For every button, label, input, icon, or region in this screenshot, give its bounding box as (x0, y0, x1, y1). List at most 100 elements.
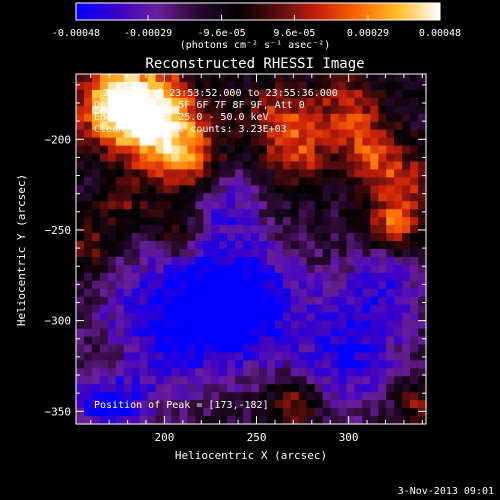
heatmap-cell (187, 177, 196, 186)
heatmap-cell (155, 408, 165, 417)
heatmap-cell (195, 113, 204, 123)
heatmap-cell (362, 89, 371, 99)
heatmap-cell (235, 81, 244, 91)
heatmap-cell (378, 256, 387, 266)
heatmap-cell (378, 201, 387, 210)
heatmap-cell (179, 312, 188, 322)
heatmap-cell (123, 400, 133, 409)
heatmap-cell (362, 193, 371, 202)
heatmap-cell (171, 416, 180, 425)
heatmap-cell (163, 296, 173, 306)
heatmap-cell (243, 169, 252, 178)
heatmap-cell (258, 121, 268, 131)
heatmap-cell (211, 185, 220, 194)
heatmap-cell (155, 392, 165, 401)
heatmap-cell (235, 145, 244, 155)
heatmap-cell (258, 256, 268, 266)
heatmap-cell (394, 201, 403, 210)
heatmap-cell (330, 320, 340, 330)
heatmap-cell (211, 320, 220, 330)
heatmap-cell (131, 129, 141, 139)
heatmap-cell (370, 384, 379, 393)
heatmap-cell (83, 177, 93, 186)
heatmap-cell (410, 193, 419, 202)
heatmap-cell (298, 328, 308, 338)
heatmap-cell (346, 368, 355, 377)
heatmap-cell (107, 209, 117, 218)
heatmap-cell (131, 113, 141, 123)
heatmap-cell (266, 376, 276, 385)
heatmap-cell (410, 249, 419, 258)
heatmap-cell (338, 161, 348, 171)
heatmap-cell (314, 233, 324, 242)
heatmap-cell (163, 408, 173, 417)
heatmap-cell (298, 177, 308, 186)
heatmap-cell (179, 177, 188, 186)
heatmap-cell (195, 217, 204, 226)
heatmap-cell (402, 416, 411, 425)
heatmap-cell (314, 288, 324, 298)
heatmap-cell (123, 201, 133, 210)
heatmap-cell (195, 280, 204, 290)
heatmap-cell (227, 225, 236, 234)
heatmap-cell (91, 177, 101, 186)
heatmap-cell (155, 74, 165, 83)
heatmap-cell (203, 169, 212, 178)
heatmap-cell (402, 336, 411, 346)
heatmap-cell (290, 256, 300, 266)
heatmap-cell (298, 81, 308, 91)
heatmap-cell (362, 169, 371, 178)
heatmap-cell (346, 177, 355, 186)
heatmap-cell (402, 185, 411, 194)
heatmap-cell (402, 320, 411, 330)
heatmap-cell (266, 344, 276, 353)
heatmap-cell (155, 328, 165, 338)
heatmap-cell (131, 121, 141, 131)
heatmap-cell (346, 209, 355, 218)
heatmap-cell (314, 392, 324, 401)
heatmap-cell (354, 169, 363, 178)
heatmap-cell (338, 280, 348, 290)
heatmap-cell (410, 296, 419, 306)
heatmap-cell (251, 384, 260, 393)
heatmap-cell (203, 201, 212, 210)
heatmap-cell (131, 296, 141, 306)
heatmap-cell (266, 177, 276, 186)
heatmap-cell (147, 280, 157, 290)
heatmap-cell (306, 376, 316, 385)
heatmap-cell (227, 105, 236, 115)
heatmap-cell (219, 264, 228, 274)
heatmap-cell (76, 368, 85, 377)
x-tick-label: 250 (247, 431, 267, 444)
heatmap-cell (91, 121, 101, 131)
heatmap-cell (314, 352, 324, 361)
heatmap-cell (115, 105, 125, 115)
heatmap-cell (235, 384, 244, 393)
heatmap-cell (187, 400, 196, 409)
heatmap-cell (290, 209, 300, 218)
heatmap-cell (394, 105, 403, 115)
heatmap-cell (251, 312, 260, 322)
heatmap-cell (115, 217, 125, 226)
heatmap-cell (290, 392, 300, 401)
heatmap-cell (99, 256, 109, 266)
heatmap-cell (362, 81, 371, 91)
heatmap-cell (266, 288, 276, 298)
heatmap-cell (338, 89, 348, 99)
heatmap-cell (76, 185, 85, 194)
heatmap-cell (322, 249, 332, 258)
heatmap-cell (386, 121, 395, 131)
heatmap-cell (306, 97, 316, 107)
heatmap-cell (378, 280, 387, 290)
heatmap-cell (386, 256, 395, 266)
heatmap-cell (386, 161, 395, 171)
heatmap-cell (362, 272, 371, 282)
heatmap-cell (370, 81, 379, 91)
y-tick-label: −200 (45, 133, 72, 146)
heatmap-cell (171, 320, 180, 330)
heatmap-cell (147, 145, 157, 155)
heatmap-cell (394, 169, 403, 178)
heatmap-cell (290, 249, 300, 258)
heatmap-cell (155, 185, 165, 194)
heatmap-cell (298, 360, 308, 369)
